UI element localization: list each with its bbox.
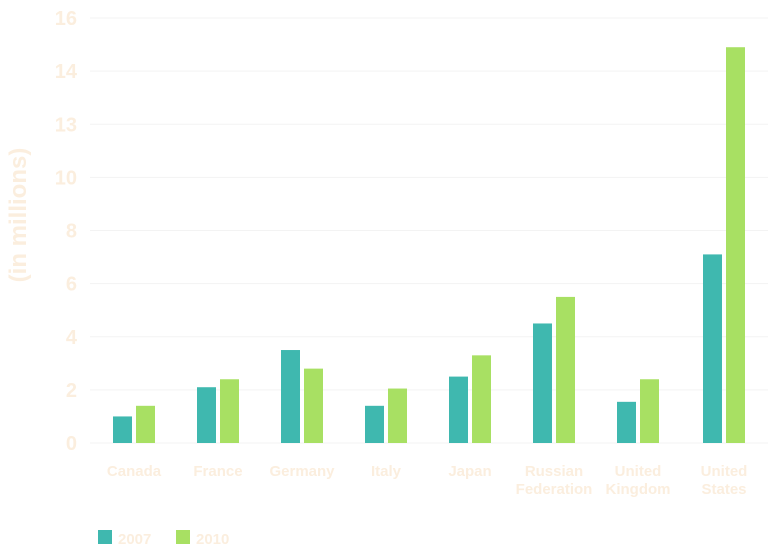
x-tick-label-line: Canada [107, 463, 162, 480]
x-axis-categories: Canada France Germany Italy Japan Russian Fede… [107, 463, 747, 498]
x-tick-label: Japan [448, 463, 491, 480]
x-tick-label-line: Japan [448, 463, 491, 480]
y-tick-label: 4 [66, 327, 78, 349]
x-tick-label-line: Kingdom [606, 481, 671, 498]
legend: 2007 2010 [98, 530, 229, 548]
bar-2007-japan [449, 376, 468, 443]
x-tick-label: Canada [107, 463, 162, 480]
bar-2007-russian-federation [533, 323, 552, 443]
bar-2007-germany [281, 350, 300, 443]
bar-2010-canada [136, 405, 155, 443]
gridlines [90, 17, 768, 444]
y-tick-label: 0 [66, 433, 77, 455]
legend-label-2010: 2010 [196, 531, 229, 548]
bars [113, 47, 745, 443]
bar-2007-italy [365, 405, 384, 443]
bar-2010-united-kingdom [640, 379, 659, 443]
x-tick-label: Italy [371, 463, 402, 480]
bar-2010-italy [388, 388, 407, 443]
bar-2010-united-states [726, 47, 745, 443]
y-tick-label: 8 [66, 221, 77, 243]
x-tick-label-line: Germany [269, 463, 335, 480]
x-tick-label-line: United [701, 463, 748, 480]
x-tick-label-line: Federation [516, 481, 593, 498]
x-tick-label-line: States [701, 481, 746, 498]
y-tick-label: 13 [55, 114, 77, 136]
legend-swatch-2007 [98, 530, 112, 544]
y-tick-label: 10 [55, 167, 77, 189]
bar-2007-united-kingdom [617, 401, 636, 443]
x-tick-label-line: Italy [371, 463, 402, 480]
bar-2010-france [220, 379, 239, 443]
x-tick-label: United Kingdom [606, 463, 671, 498]
y-axis-ticks: 0 2 4 6 8 10 13 14 16 [55, 8, 78, 455]
x-tick-label: Germany [269, 463, 335, 480]
y-tick-label: 6 [66, 274, 77, 296]
bar-2010-germany [304, 368, 323, 443]
x-tick-label: United States [701, 463, 748, 498]
bar-2007-france [197, 387, 216, 443]
x-tick-label-line: Russian [525, 463, 583, 480]
bar-2010-russian-federation [556, 296, 575, 443]
legend-label-2007: 2007 [118, 531, 151, 548]
x-tick-label: France [193, 463, 242, 480]
bar-2007-canada [113, 416, 132, 443]
bar-2007-united-states [703, 254, 722, 443]
bar-2010-japan [472, 355, 491, 443]
y-tick-label: 2 [66, 380, 77, 402]
x-tick-label-line: France [193, 463, 242, 480]
y-tick-label: 14 [55, 61, 78, 83]
legend-swatch-2010 [176, 530, 190, 544]
x-tick-label: Russian Federation [516, 463, 593, 498]
y-tick-label: 16 [55, 8, 77, 30]
x-tick-label-line: United [615, 463, 662, 480]
y-axis-title: (in millions) [5, 148, 32, 283]
